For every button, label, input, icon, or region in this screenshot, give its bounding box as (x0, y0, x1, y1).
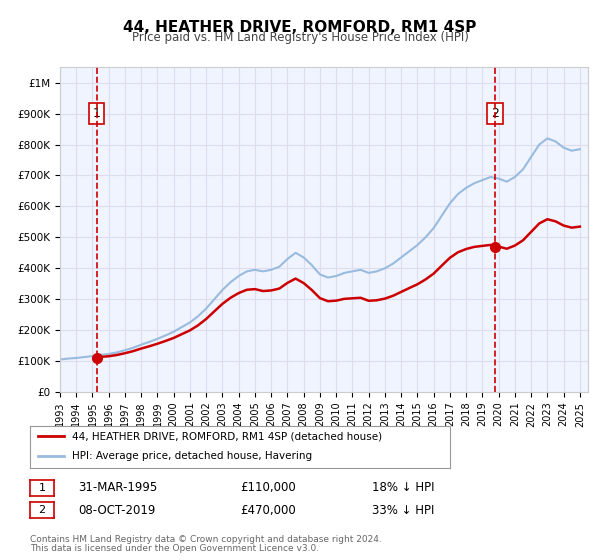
Text: 1: 1 (38, 483, 46, 493)
Text: 33% ↓ HPI: 33% ↓ HPI (372, 503, 434, 517)
Text: 2: 2 (38, 505, 46, 515)
Text: 08-OCT-2019: 08-OCT-2019 (78, 503, 155, 517)
Text: 31-MAR-1995: 31-MAR-1995 (78, 481, 157, 494)
Text: 44, HEATHER DRIVE, ROMFORD, RM1 4SP: 44, HEATHER DRIVE, ROMFORD, RM1 4SP (124, 20, 476, 35)
Text: 44, HEATHER DRIVE, ROMFORD, RM1 4SP (detached house): 44, HEATHER DRIVE, ROMFORD, RM1 4SP (det… (72, 431, 382, 441)
Text: Contains HM Land Registry data © Crown copyright and database right 2024.: Contains HM Land Registry data © Crown c… (30, 535, 382, 544)
Text: 2: 2 (491, 107, 499, 120)
Text: £470,000: £470,000 (240, 503, 296, 517)
Text: HPI: Average price, detached house, Havering: HPI: Average price, detached house, Have… (72, 451, 312, 461)
Text: £110,000: £110,000 (240, 481, 296, 494)
Text: This data is licensed under the Open Government Licence v3.0.: This data is licensed under the Open Gov… (30, 544, 319, 553)
Text: Price paid vs. HM Land Registry's House Price Index (HPI): Price paid vs. HM Land Registry's House … (131, 31, 469, 44)
Text: 1: 1 (92, 107, 100, 120)
Text: 18% ↓ HPI: 18% ↓ HPI (372, 481, 434, 494)
